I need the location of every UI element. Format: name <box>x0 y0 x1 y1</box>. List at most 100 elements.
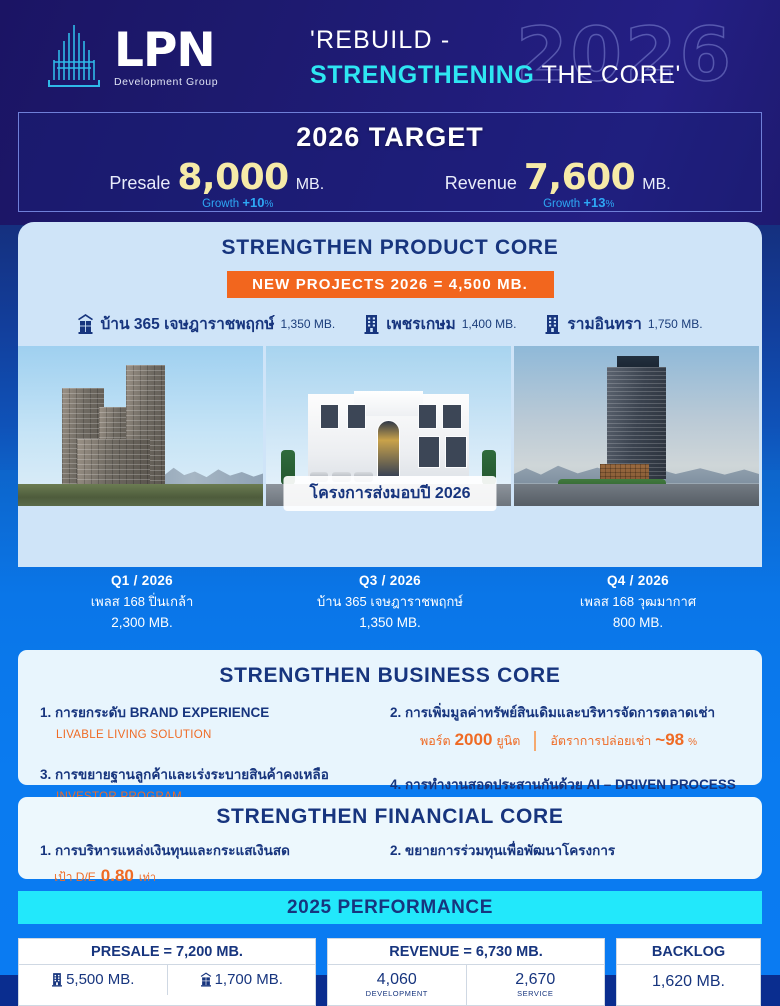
lpn-tower-logo-icon <box>48 25 100 87</box>
de-suffix: เท่า <box>138 872 157 884</box>
target-revenue-value: 7,600 <box>523 157 636 198</box>
business-core-grid: 1. การยกระดับ BRAND EXPERIENCE LIVABLE L… <box>18 688 762 803</box>
presale-condo-value-wrap: 5,500 MB. <box>21 971 165 988</box>
target-presale-line: Presale 8,000 MB. <box>109 157 324 198</box>
occupancy-rate-stat: อัตราการปล่อยเช่า ~98% <box>550 730 697 751</box>
target-title: 2026 TARGET <box>296 122 484 152</box>
occupancy-value: ~98 <box>655 730 685 749</box>
financial-core-right-column: 2. ขยายการร่วมทุนเพื่อพัฒนาโครงการ <box>390 831 740 887</box>
financial-core-title: STRENGTHEN FINANCIAL CORE <box>216 805 564 828</box>
occupancy-suffix: % <box>688 737 698 748</box>
backlog-value: 1,620 MB. <box>652 973 725 990</box>
revenue-cell-development: 4,060 DEVELOPMENT <box>328 965 467 1005</box>
quarter-item: Q3 / 2026 บ้าน 365 เจษฎาราชพฤกษ์ 1,350 M… <box>266 573 514 630</box>
business-core-right-column: 2. การเพิ่มมูลค่าทรัพย์สินเดิมและบริหารจ… <box>390 692 740 803</box>
financial-item-1-line: 1. การบริหารแหล่งเงินทุนและกระแสเงินสด <box>40 843 290 858</box>
presale-header: PRESALE = 7,200 MB. <box>19 939 315 965</box>
business-item-3-line: 3. การขยายฐานลูกค้าและเร่งระบายสินค้าคงเ… <box>40 767 329 782</box>
target-presale-growth: Growth +10% <box>109 195 324 210</box>
quarter-title: Q4 / 2026 <box>607 573 669 588</box>
backlog-box: BACKLOG 1,620 MB. <box>616 938 761 1006</box>
revenue-cells: 4,060 DEVELOPMENT 2,670 SERVICE <box>328 965 604 1005</box>
target-revenue-line: Revenue 7,600 MB. <box>445 157 671 198</box>
target-revenue-label: Revenue <box>444 173 517 193</box>
target-box: 2026 TARGET Presale 8,000 MB. Growth +10… <box>18 112 762 212</box>
quarter-amount: 800 MB. <box>612 615 664 630</box>
house-icon <box>78 313 94 334</box>
quarter-captions: Q1 / 2026 เพลส 168 ปิ่นเกล้า 2,300 MB. Q… <box>18 573 762 630</box>
quarter-name: บ้าน 365 เจษฎาราชพฤกษ์ <box>317 594 463 609</box>
header-title-rest: THE CORE' <box>534 61 681 89</box>
revenue-cell-service: 2,670 SERVICE <box>467 965 605 1005</box>
target-presale-growth-value: +10 <box>242 195 265 210</box>
financial-item-2-line: 2. ขยายการร่วมทุนเพื่อพัฒนาโครงการ <box>390 843 616 858</box>
target-presale-growth-pct: % <box>264 199 274 210</box>
target-metric-presale: Presale 8,000 MB. Growth +10% <box>109 157 324 210</box>
revenue-development-value: 4,060 <box>376 971 417 988</box>
project-item: รามอินทรา 1,750 MB. <box>544 311 703 336</box>
header: 2026 LPN <box>0 0 780 112</box>
target-revenue-growth-label: Growth <box>543 198 581 210</box>
photo-condo-towers <box>18 346 266 506</box>
target-presale-label: Presale <box>109 173 171 193</box>
target-revenue-growth: Growth +13% <box>445 195 671 210</box>
target-metrics-row: Presale 8,000 MB. Growth +10% Revenue 7,… <box>19 157 761 210</box>
quarter-name: เพลส 168 ปิ่นเกล้า <box>90 594 194 609</box>
business-item-2-line: 2. การเพิ่มมูลค่าทรัพย์สินเดิมและบริหารจ… <box>390 705 716 720</box>
header-title: 'REBUILD - STRENGTHENING THE CORE' <box>310 26 740 90</box>
photo-single-tower <box>514 346 762 506</box>
presale-condo-value: 5,500 MB. <box>66 971 135 988</box>
revenue-service-label: SERVICE <box>517 989 554 998</box>
ghost-year-text: 2026 <box>515 11 734 99</box>
logo-wordmark: LPN Development Group <box>114 23 219 92</box>
condo-icon <box>545 314 560 334</box>
financial-core-left-column: 1. การบริหารแหล่งเงินทุนและกระแสเงินสด เ… <box>40 831 390 887</box>
business-core-title: STRENGTHEN BUSINESS CORE <box>219 664 561 687</box>
project-amount: 1,350 MB. <box>280 316 336 331</box>
product-core-card: STRENGTHEN PRODUCT CORE NEW PROJECTS 202… <box>18 222 762 567</box>
logo-subtitle: Development Group <box>114 76 219 88</box>
backlog-cell: 1,620 MB. <box>617 965 760 1000</box>
target-revenue-growth-pct: % <box>605 199 615 210</box>
business-portfolio-stats: พอร์ต 2000 ยูนิต อัตราการปล่อยเช่า ~98% <box>420 730 740 751</box>
performance-boxes-row: PRESALE = 7,200 MB. 5,500 MB. <box>18 938 762 1006</box>
target-presale-value: 8,000 <box>177 157 289 198</box>
business-item-4: 4. การทำงานสอดประสานกันด้วย AI – DRIVEN … <box>390 773 740 795</box>
quarter-title: Q3 / 2026 <box>359 573 421 588</box>
target-revenue-unit: MB. <box>642 176 671 193</box>
revenue-box: REVENUE = 6,730 MB. 4,060 DEVELOPMENT 2,… <box>327 938 605 1006</box>
presale-cell-condo: 5,500 MB. <box>19 965 168 995</box>
target-metric-revenue: Revenue 7,600 MB. Growth +13% <box>445 157 671 210</box>
de-prefix: เป้า D/E <box>54 870 96 884</box>
project-photo-strip: โครงการส่งมอบปี 2026 <box>18 346 762 511</box>
quarter-item: Q1 / 2026 เพลส 168 ปิ่นเกล้า 2,300 MB. <box>18 573 266 630</box>
house-icon <box>200 972 211 987</box>
business-core-left-column: 1. การยกระดับ BRAND EXPERIENCE LIVABLE L… <box>40 692 390 803</box>
logo-name: LPN <box>114 23 216 79</box>
portfolio-units-value: 2000 <box>454 730 493 749</box>
revenue-header: REVENUE = 6,730 MB. <box>328 939 604 965</box>
quarter-amount: 1,350 MB. <box>359 615 421 630</box>
condo-icon <box>52 973 63 987</box>
new-projects-pill: NEW PROJECTS 2026 = 4,500 MB. <box>226 271 554 298</box>
project-name: บ้าน 365 เจษฎาราชพฤกษ์ <box>100 316 275 333</box>
project-item: เพชรเกษม 1,400 MB. <box>363 311 516 336</box>
header-title-strong: STRENGTHENING <box>310 61 535 89</box>
occupancy-prefix: อัตราการปล่อยเช่า <box>550 734 652 748</box>
quarter-amount: 2,300 MB. <box>111 615 173 630</box>
presale-box: PRESALE = 7,200 MB. 5,500 MB. <box>18 938 316 1006</box>
de-value: 0.80 <box>100 866 134 885</box>
portfolio-units-prefix: พอร์ต <box>420 734 451 748</box>
presale-house-value-wrap: 1,700 MB. <box>170 971 314 988</box>
product-core-title: STRENGTHEN PRODUCT CORE <box>221 236 559 259</box>
business-item-4-line: 4. การทำงานสอดประสานกันด้วย AI – DRIVEN … <box>390 777 736 792</box>
financial-core-grid: 1. การบริหารแหล่งเงินทุนและกระแสเงินสด เ… <box>18 829 762 887</box>
business-item-2: 2. การเพิ่มมูลค่าทรัพย์สินเดิมและบริหารจ… <box>390 701 740 751</box>
financial-de-target: เป้า D/E 0.80 เท่า <box>54 866 390 887</box>
business-core-card: STRENGTHEN BUSINESS CORE 1. การยกระดับ B… <box>18 650 762 803</box>
target-presale-unit: MB. <box>295 176 325 193</box>
backlog-header: BACKLOG <box>617 939 760 965</box>
target-presale-growth-label: Growth <box>202 198 240 210</box>
quarter-title: Q1 / 2026 <box>111 573 173 588</box>
business-item-1-sub: LIVABLE LIVING SOLUTION <box>56 729 212 741</box>
